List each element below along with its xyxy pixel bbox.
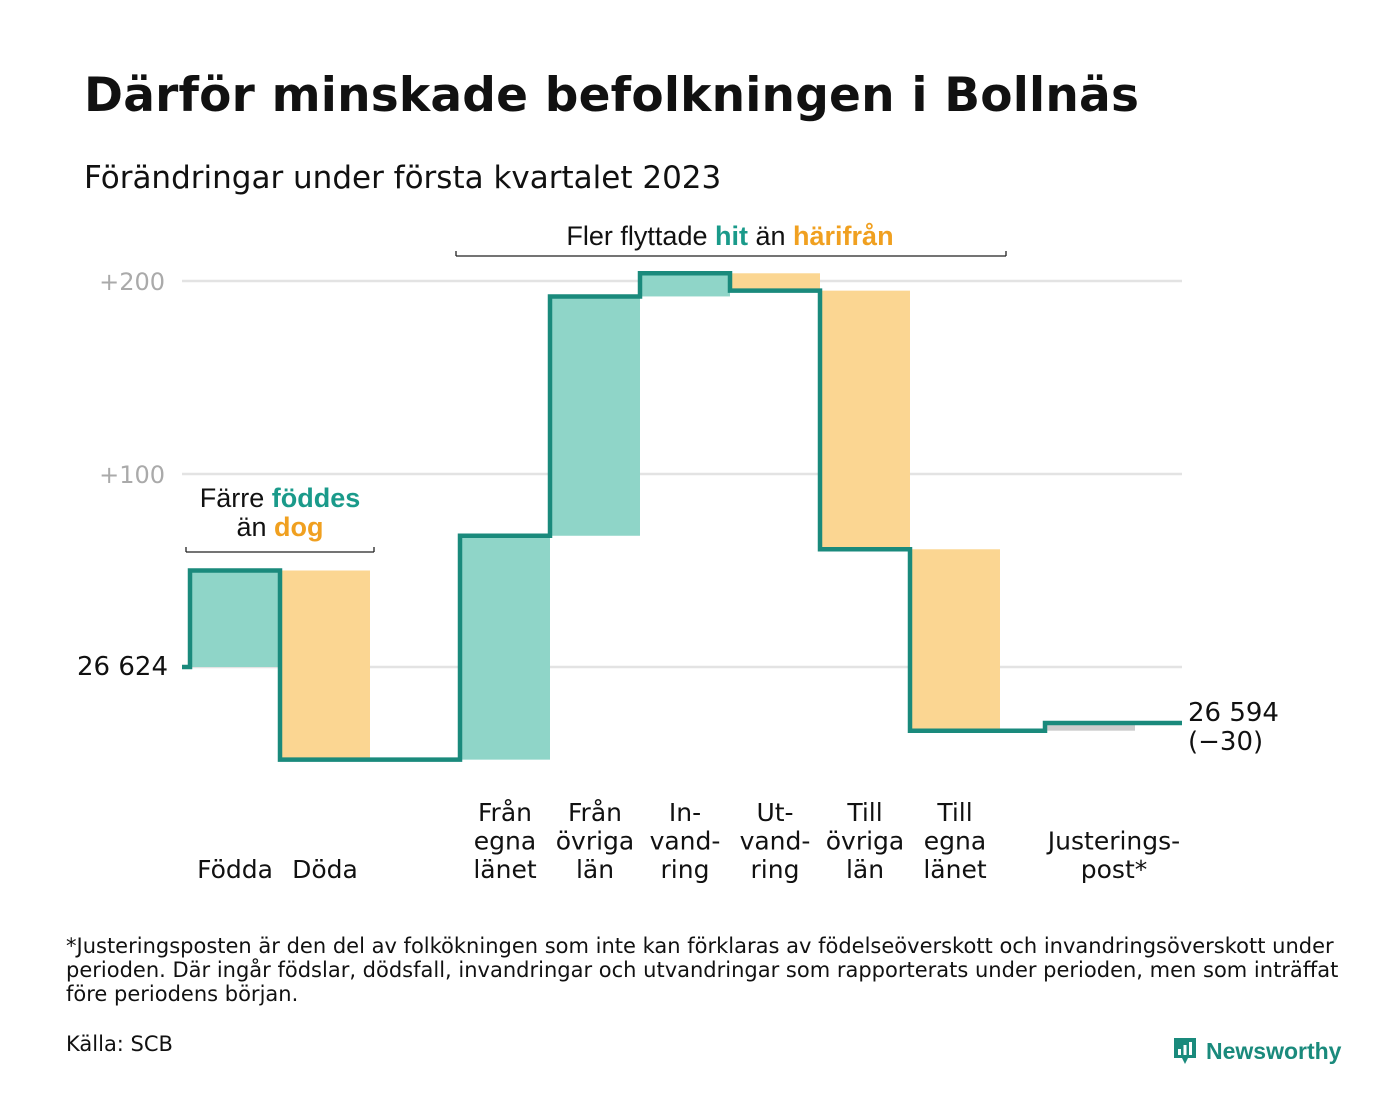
newsworthy-logo: Newsworthy [1172,1036,1341,1066]
category-label-line: Till [936,798,972,827]
category-label-line: In- [669,798,701,827]
category-label: Från övriga län [556,798,635,884]
waterfall-bar [550,296,640,536]
deaths-annotation-highlight: dog [274,512,323,542]
value-labels: 26 624 26 594(−30) [77,652,1279,757]
category-label-line: Ut- [756,798,793,827]
migration-annotation-text: Fler flyttade [566,221,715,251]
category-label-line: Justerings- [1046,827,1180,856]
category-label: Födda [197,855,273,884]
births-annotation-text: än [236,512,274,542]
category-label-line: länet [473,855,536,884]
category-label-line: län [846,855,884,884]
category-label: Justerings-post* [1046,827,1180,885]
waterfall-bar [730,273,820,291]
waterfall-bar [280,570,370,760]
category-label-line: länet [923,855,986,884]
migration-annotation-text: än [748,221,793,251]
category-label-line: vand- [740,827,811,856]
waterfall-bar [460,535,550,760]
end-change-label: (−30) [1188,727,1263,757]
footnote: *Justeringsposten är den del av folkökni… [66,934,1339,1006]
chart-subtitle: Förändringar under första kvartalet 2023 [84,160,722,196]
svg-text:än dog: än dog [236,512,323,542]
y-tick-label: +200 [99,268,165,296]
category-label-line: ring [661,855,710,884]
category-label-line: Från [568,798,622,827]
category-label-line: Till [846,798,882,827]
running-total-line-path [182,271,1182,762]
category-label-line: län [576,855,614,884]
category-label: Ut-vand-ring [740,798,811,884]
y-tick-label: +100 [99,461,165,489]
newsworthy-logo-icon [1174,1038,1196,1064]
category-label-line: Från [478,798,532,827]
migration-annotation-highlight-in: hit [715,221,748,251]
waterfall-bar [640,273,730,297]
category-label-line: övriga [826,827,905,856]
waterfall-bar [1045,722,1135,731]
brand-name: Newsworthy [1206,1037,1342,1064]
running-total-line [182,271,1182,762]
category-label-line: vand- [650,827,721,856]
end-value-label: 26 594 [1188,698,1279,728]
category-label: In-vand-ring [650,798,721,884]
waterfall-bar [910,549,1000,731]
svg-text:Fler flyttade hit än härifrån: Fler flyttade hit än härifrån [566,221,893,251]
category-label: Till övriga län [826,798,905,884]
bars [190,273,1135,760]
y-axis-ticks: +200 +100 [99,268,165,489]
category-label-line: Döda [292,855,358,884]
category-label: Till egna länet [923,798,986,884]
category-label-line: egna [474,827,536,856]
births-annotation-text: Färre [200,483,272,513]
waterfall-bar [820,290,910,550]
births-annotation: Färre föddes än dog [185,483,375,553]
source-label: Källa: SCB [66,1032,173,1056]
category-label-line: post* [1081,855,1148,884]
migration-annotation: Fler flyttade hit än härifrån [455,221,1007,257]
category-label-line: övriga [556,827,635,856]
category-label-line: Födda [197,855,273,884]
start-value-label: 26 624 [77,652,168,682]
chart-title: Därför minskade befolkningen i Bollnäs [84,68,1140,123]
waterfall-bar [190,570,280,667]
births-annotation-highlight: föddes [272,483,361,513]
category-label: Från egna länet [473,798,536,884]
category-label: Döda [292,855,358,884]
category-label-line: egna [924,827,986,856]
category-label-line: ring [751,855,800,884]
svg-text:Färre föddes: Färre föddes [200,483,361,513]
migration-annotation-highlight-out: härifrån [793,221,894,251]
